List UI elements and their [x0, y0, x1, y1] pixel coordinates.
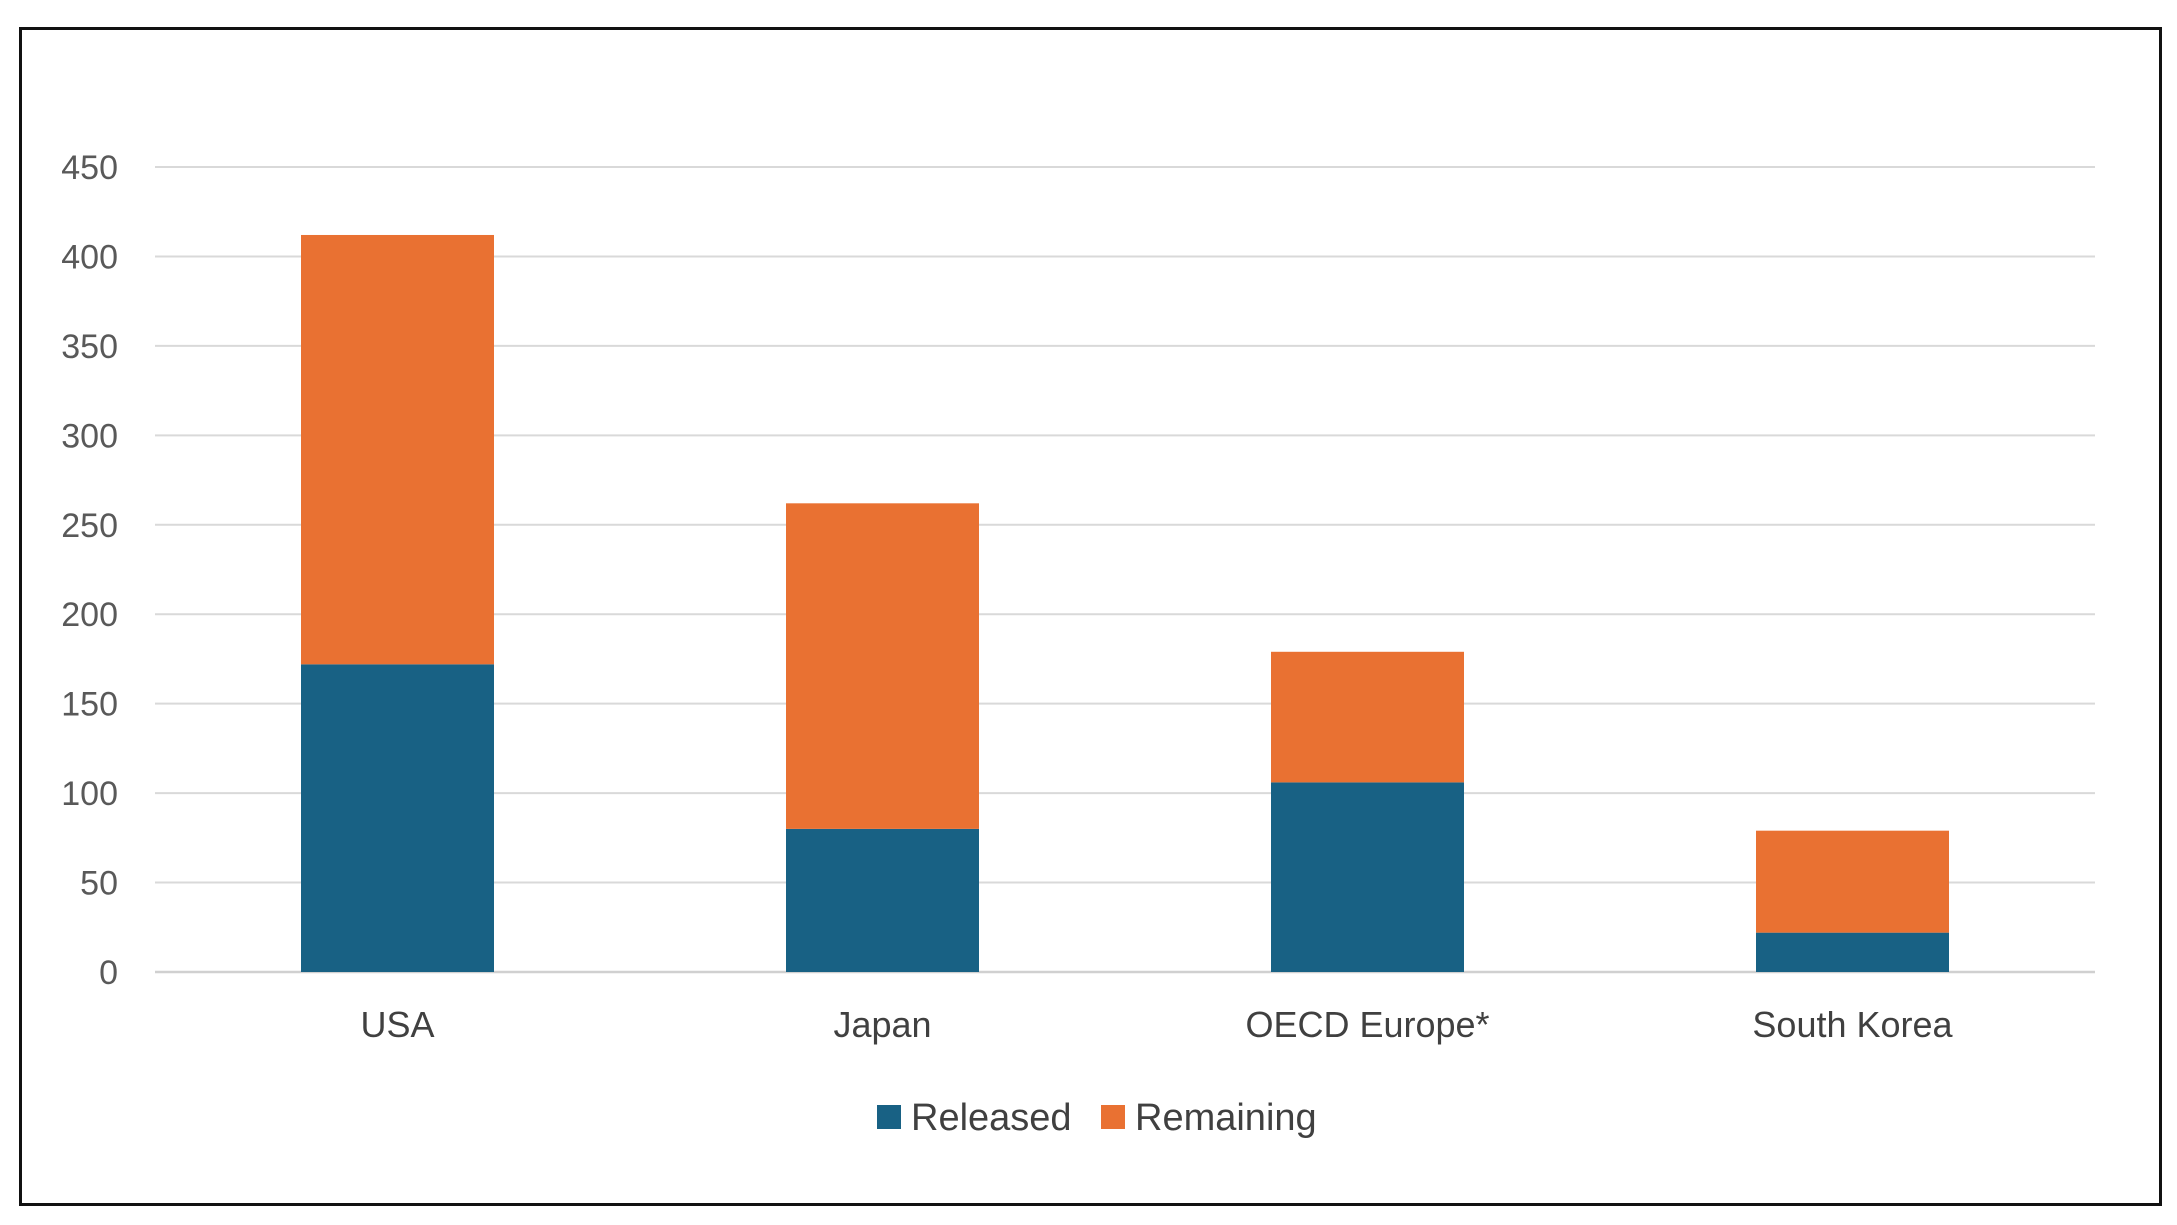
bar-released-2 — [1271, 782, 1464, 972]
y-axis-ticks: 0 50 100 150 200 250 300 350 400 450 — [61, 149, 118, 992]
y-tick-label: 200 — [61, 596, 118, 634]
bar-remaining-2 — [1271, 651, 1464, 783]
bar-remaining-0 — [301, 234, 494, 665]
x-category-label: South Korea — [1752, 1004, 1953, 1045]
legend: Released Remaining — [877, 1097, 1317, 1139]
y-tick-label: 150 — [61, 686, 118, 724]
legend-swatch-released — [877, 1105, 901, 1129]
bar-remaining-1 — [786, 503, 979, 829]
bar-released-3 — [1756, 932, 1949, 972]
bars — [301, 234, 1949, 972]
y-tick-label: 400 — [61, 238, 118, 276]
bar-released-1 — [786, 828, 979, 972]
x-axis-labels: USA Japan OECD Europe* South Korea — [360, 1004, 1953, 1045]
bar-remaining-3 — [1756, 830, 1949, 933]
y-tick-label: 450 — [61, 149, 118, 187]
x-category-label: USA — [360, 1004, 434, 1045]
y-tick-label: 0 — [99, 954, 118, 992]
legend-label-remaining: Remaining — [1135, 1097, 1317, 1139]
y-tick-label: 350 — [61, 328, 118, 366]
y-tick-label: 100 — [61, 775, 118, 813]
y-tick-label: 300 — [61, 417, 118, 455]
y-tick-label: 50 — [80, 865, 118, 903]
y-tick-label: 250 — [61, 507, 118, 545]
x-category-label: OECD Europe* — [1245, 1004, 1489, 1045]
legend-label-released: Released — [911, 1097, 1072, 1139]
bar-released-0 — [301, 664, 494, 972]
x-category-label: Japan — [833, 1004, 931, 1045]
legend-swatch-remaining — [1101, 1105, 1125, 1129]
